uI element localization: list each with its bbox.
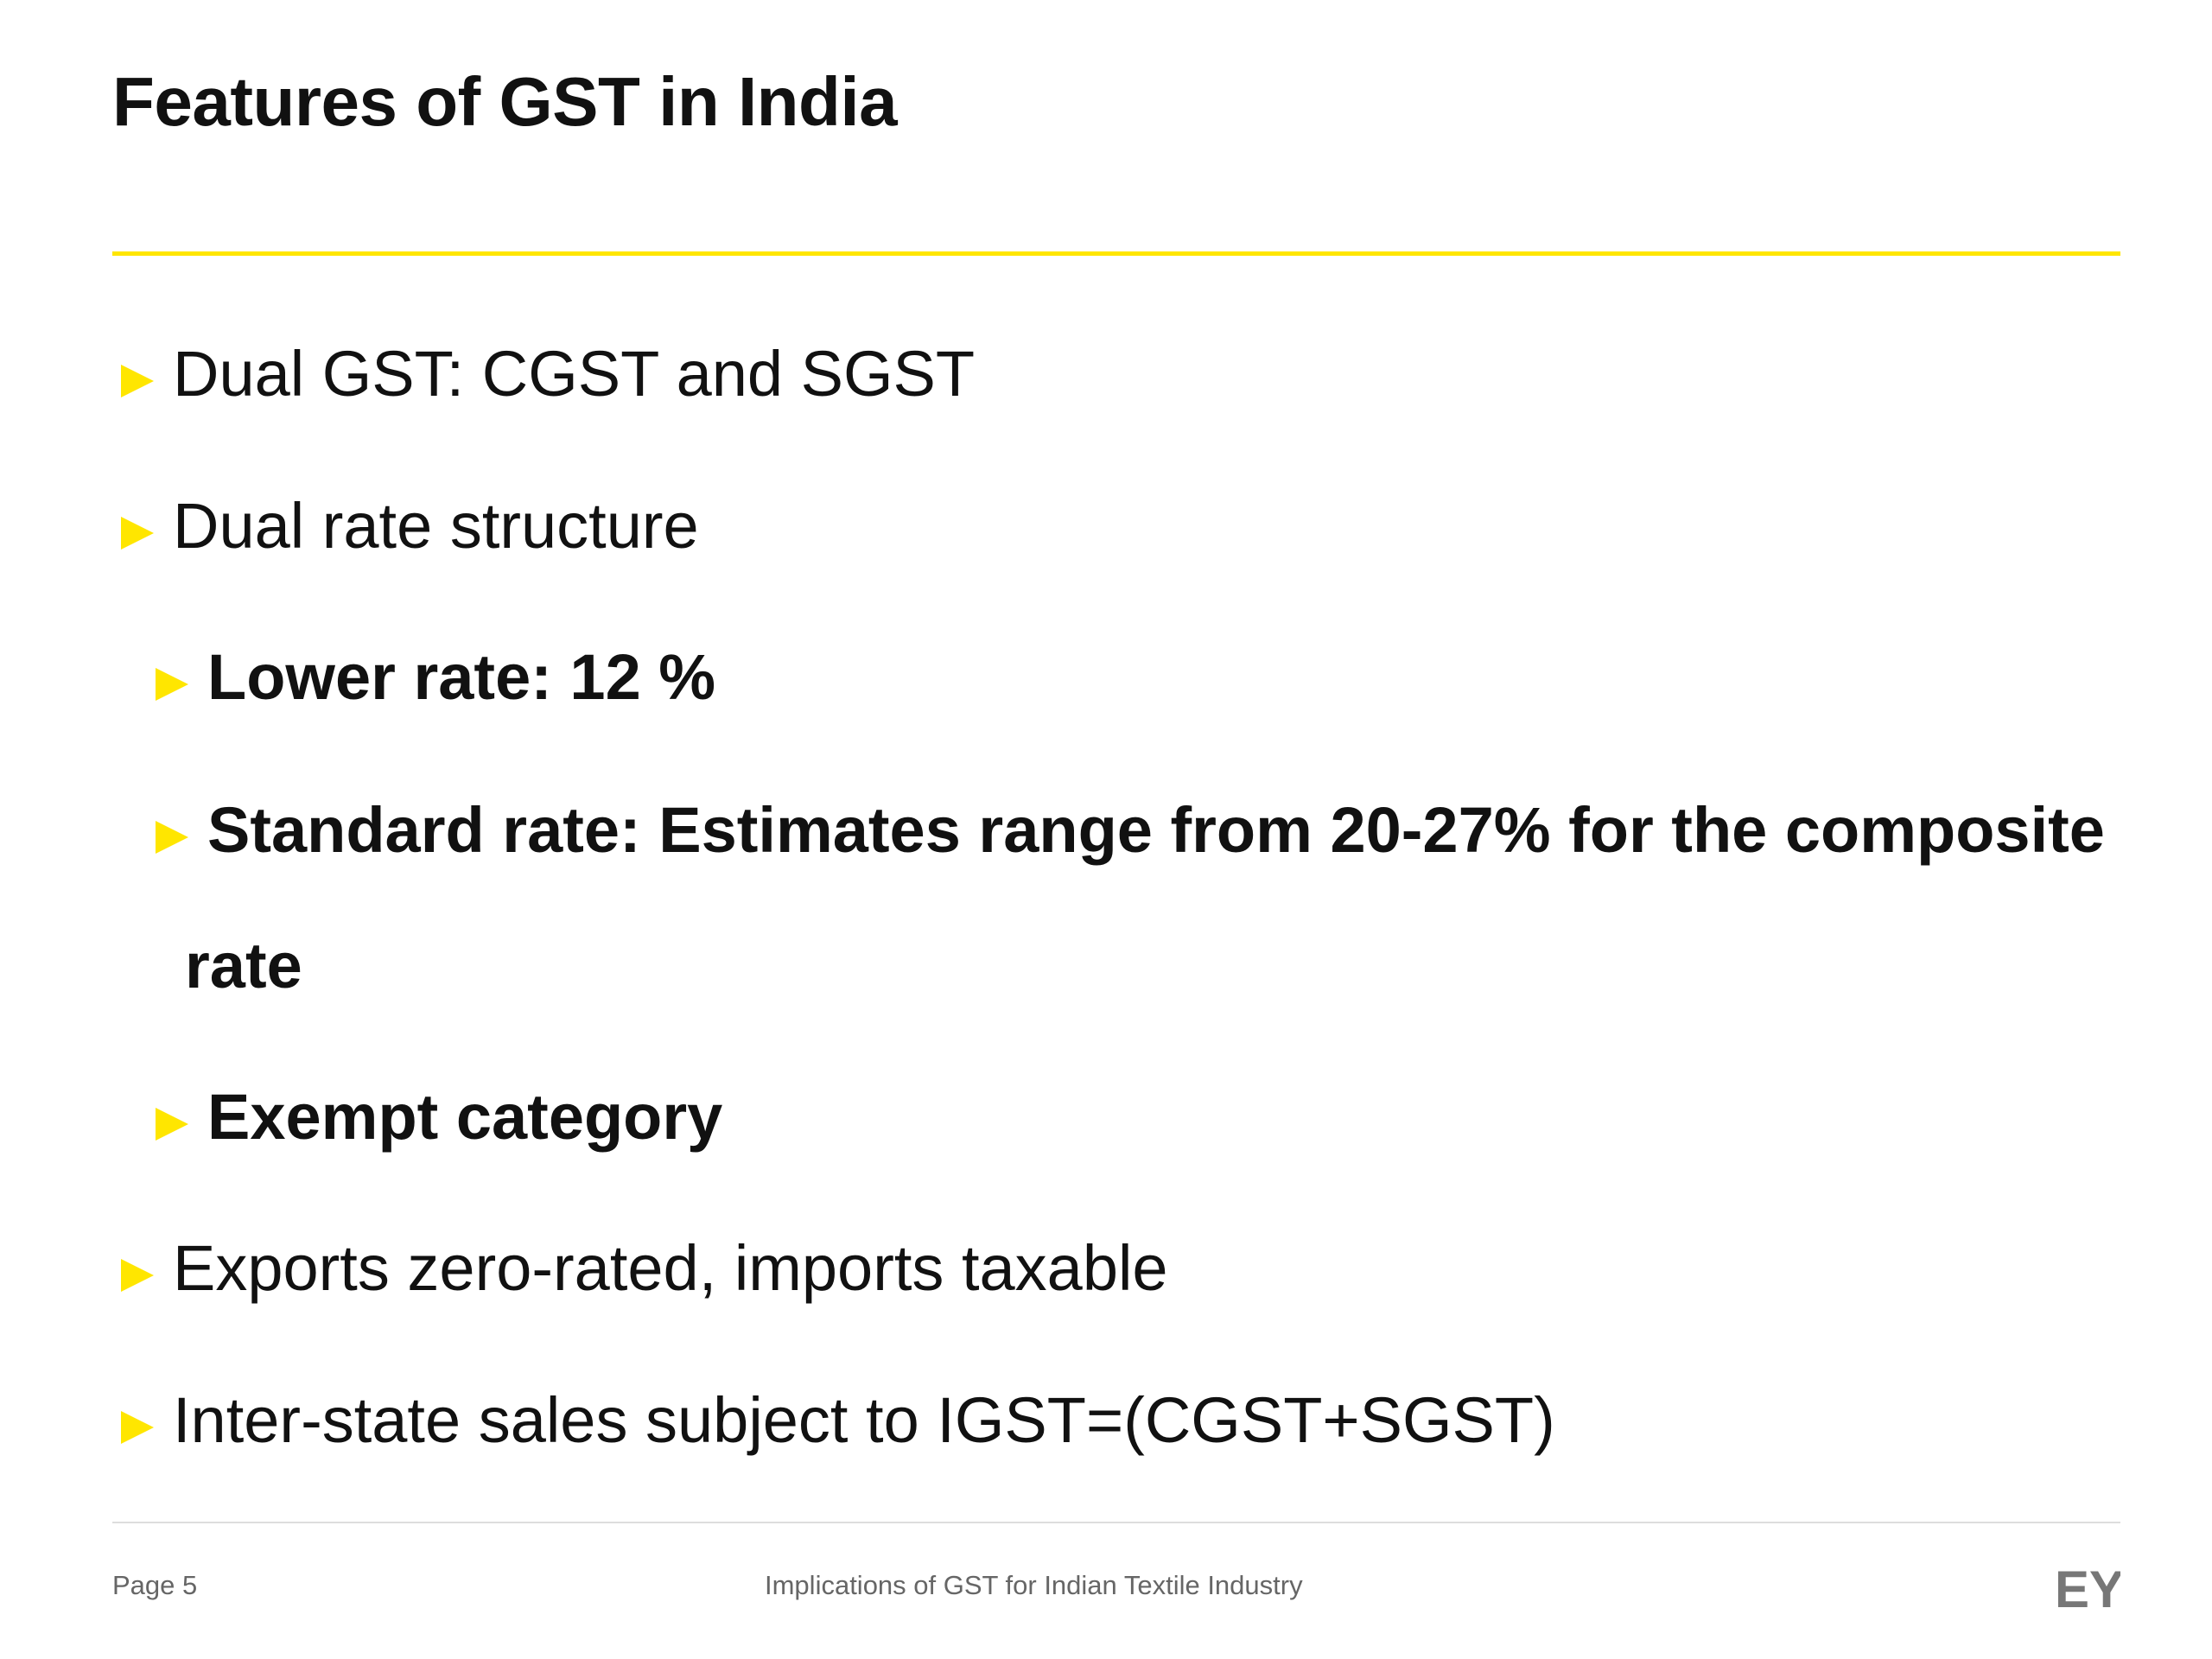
triangle-right-icon bbox=[121, 517, 154, 550]
triangle-right-icon bbox=[121, 1411, 154, 1444]
triangle-right-icon bbox=[121, 1259, 154, 1292]
bullet-item-standard-rate: Standard rate: Estimates range from 20-2… bbox=[156, 793, 2105, 867]
bullet-label: Exports zero-rated, imports taxable bbox=[173, 1232, 1168, 1304]
logo-text: EY bbox=[2055, 1562, 2120, 1614]
bullet-label: Inter-state sales subject to IGST=(CGST+… bbox=[173, 1384, 1555, 1456]
bullet-label: Exempt category bbox=[207, 1081, 723, 1153]
triangle-right-icon bbox=[156, 821, 188, 854]
bullet-label: Lower rate: 12 % bbox=[207, 641, 716, 713]
slide-title: Features of GST in India bbox=[112, 63, 898, 140]
bullet-item-dual-rate: Dual rate structure bbox=[121, 489, 699, 563]
bullet-continuation: rate bbox=[185, 930, 302, 1001]
triangle-right-icon bbox=[156, 668, 188, 701]
bullet-item-lower-rate: Lower rate: 12 % bbox=[156, 640, 715, 714]
ey-logo: EY bbox=[2055, 1562, 2120, 1614]
bullet-label: Dual GST: CGST and SGST bbox=[173, 338, 976, 410]
triangle-right-icon bbox=[156, 1108, 188, 1141]
footer-title: Implications of GST for Indian Textile I… bbox=[765, 1570, 1303, 1600]
title-divider bbox=[112, 251, 2120, 256]
bullet-item-dual-gst: Dual GST: CGST and SGST bbox=[121, 337, 975, 410]
page-number: Page 5 bbox=[112, 1570, 198, 1600]
triangle-right-icon bbox=[121, 365, 154, 397]
bullet-item-exempt: Exempt category bbox=[156, 1080, 722, 1154]
bullet-label: Dual rate structure bbox=[173, 490, 699, 562]
bullet-label: Standard rate: Estimates range from 20-2… bbox=[207, 794, 2105, 866]
bullet-item-exports: Exports zero-rated, imports taxable bbox=[121, 1231, 1168, 1305]
bullet-item-inter-state: Inter-state sales subject to IGST=(CGST+… bbox=[121, 1383, 1555, 1457]
footer-divider bbox=[112, 1522, 2120, 1523]
